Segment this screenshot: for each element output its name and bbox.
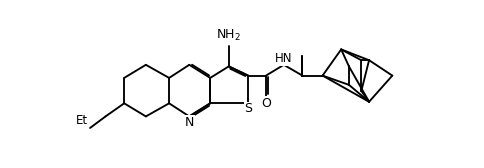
Text: N: N xyxy=(184,116,194,129)
Text: HN: HN xyxy=(274,52,292,65)
Text: NH$_2$: NH$_2$ xyxy=(216,28,241,43)
Text: Et: Et xyxy=(76,114,88,127)
Text: S: S xyxy=(243,102,252,115)
Text: O: O xyxy=(260,97,271,110)
